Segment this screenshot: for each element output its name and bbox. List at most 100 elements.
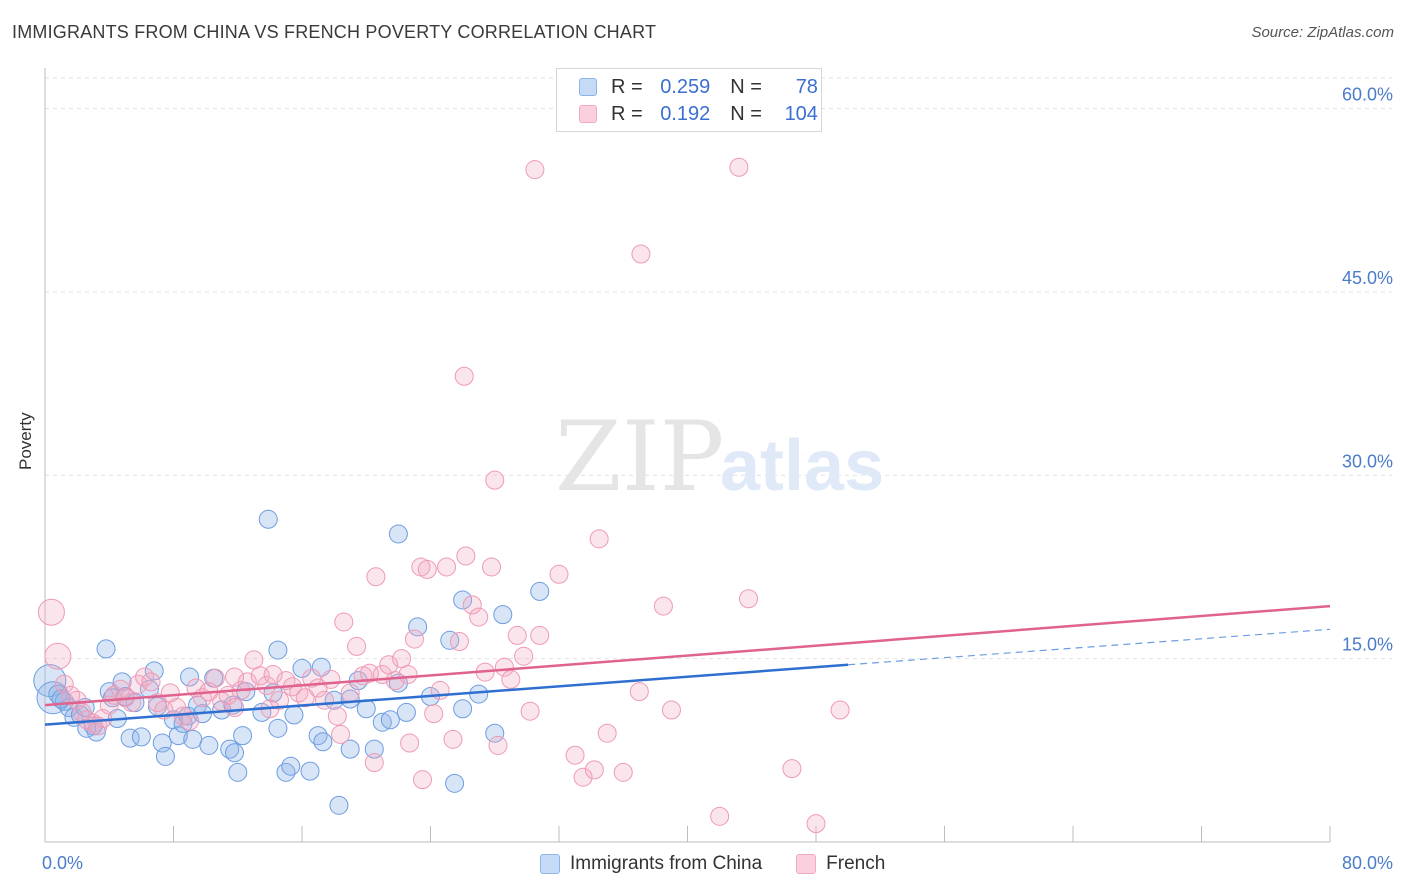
legend-item-china: Immigrants from China [540,853,762,875]
data-point [364,753,384,773]
data-point [729,157,749,177]
series-legend: Immigrants from China French [540,852,919,876]
data-point [268,640,288,660]
legend-swatch-blue [540,854,560,874]
data-point [135,667,155,687]
data-point [710,806,730,826]
data-point [329,795,349,815]
data-point [613,762,633,782]
data-point [385,671,405,691]
data-point [364,739,384,759]
y-tick-label: 45.0% [1342,268,1393,288]
data-point [347,636,367,656]
data-point [199,735,219,755]
data-point [830,700,850,720]
data-point [661,700,681,720]
trend-line-french [44,604,1331,707]
data-point [584,760,604,780]
data-point [144,661,164,681]
data-point [400,733,420,753]
legend-n-value: 104 [784,102,818,125]
watermark-zip: ZIP [555,401,724,513]
data-point [514,646,534,666]
data-point [44,642,72,670]
legend-n-label: N = [730,75,762,98]
y-axis-title: Poverty [16,412,35,470]
legend-r-label: R = [611,102,643,125]
data-point [281,756,301,776]
data-point [340,689,360,709]
legend-swatch-pink [796,854,817,874]
data-point [445,773,465,793]
data-point [295,688,315,708]
data-point [340,683,360,703]
data-point [205,668,225,688]
data-point [233,726,253,746]
data-point [454,366,474,386]
legend-row-china: R = 0.259 N = 78 [579,74,818,100]
data-point [530,625,550,645]
data-point [501,669,521,689]
data-point [565,745,585,765]
legend-n-label: N = [730,102,762,125]
data-point [589,529,609,549]
trend-line-china [44,663,849,726]
data-point [469,607,489,627]
data-point [412,770,432,790]
data-point [530,581,550,601]
data-point [37,598,65,626]
data-point [313,732,333,752]
data-point [597,723,617,743]
y-tick-label: 60.0% [1342,85,1393,105]
y-tick-label: 30.0% [1342,451,1393,471]
data-point [782,759,802,779]
data-point [292,658,312,678]
legend-r-label: R = [611,75,643,98]
legend-swatch-pink [579,105,597,123]
data-point [83,713,103,733]
source-label: Source: ZipAtlas.com [1251,24,1394,41]
legend-label: Immigrants from China [570,853,763,874]
data-point [404,629,424,649]
data-point [96,639,116,659]
data-point [437,557,457,577]
data-point [180,667,200,687]
data-point [443,729,463,749]
data-point [168,726,188,746]
data-point [482,557,502,577]
data-point [268,718,288,738]
legend-label: French [826,853,886,874]
data-point [225,698,245,718]
data-point [453,590,473,610]
tick-labels: 15.0% 30.0% 45.0% 60.0% 0.0% 80.0% [42,85,1393,873]
legend-row-french: R = 0.192 N = 104 [579,101,818,127]
data-point [525,160,545,180]
data-point [449,632,469,652]
data-point [488,735,508,755]
data-point [324,690,344,710]
data-point [257,676,277,696]
data-point [122,693,142,713]
data-point [388,524,408,544]
data-point [739,589,759,609]
data-point [549,564,569,584]
data-point [493,605,513,625]
data-point [462,595,482,615]
data-point [485,470,505,490]
legend-swatch-blue [579,78,597,96]
data-point [225,743,245,763]
data-point [284,705,304,725]
data-point [631,244,651,264]
axes [44,68,1331,843]
data-point [33,664,67,698]
legend-item-french: French [796,853,885,875]
data-point [485,723,505,743]
legend-r-value: 0.192 [660,102,711,125]
data-point [300,761,320,781]
data-point [398,665,418,685]
data-point [263,665,283,685]
data-point [653,596,673,616]
data-point [340,739,360,759]
x-tick-label: 80.0% [1342,853,1393,873]
